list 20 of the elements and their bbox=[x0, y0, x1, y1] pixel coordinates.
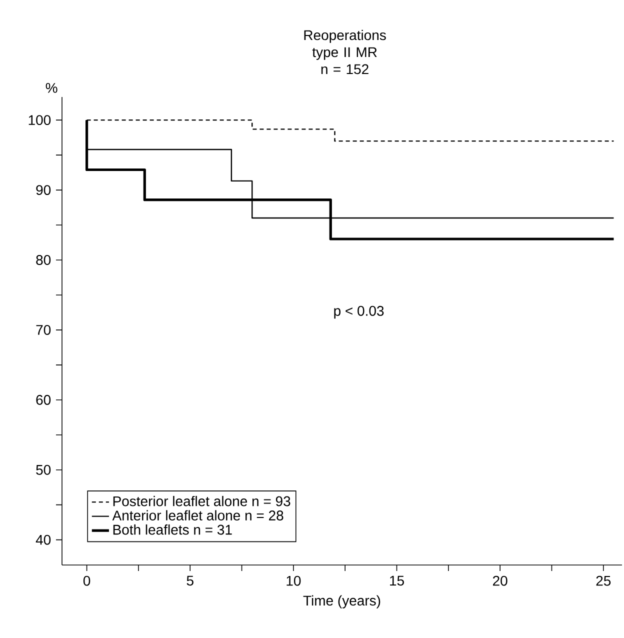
x-tick-label: 5 bbox=[186, 576, 194, 586]
x-tick-label: 25 bbox=[596, 576, 611, 586]
y-tick-label: 60 bbox=[36, 394, 51, 405]
x-tick-label: 15 bbox=[390, 576, 404, 586]
x-tick-label: 10 bbox=[286, 576, 301, 586]
y-tick-label: 50 bbox=[36, 464, 51, 475]
y-tick-label: 90 bbox=[36, 185, 51, 195]
x-tick-label: 0 bbox=[83, 576, 90, 586]
x-axis-title: Time (years) bbox=[303, 595, 380, 608]
annotation: p < 0.03 bbox=[334, 306, 384, 319]
legend-label: Both leaflets n = 31 bbox=[113, 524, 232, 535]
chart-subtitle: n = 152 bbox=[321, 64, 368, 74]
y-axis-title: % bbox=[46, 82, 58, 93]
legend-label: Posterior leaflet alone n = 93 bbox=[113, 496, 290, 506]
y-tick-label: 40 bbox=[36, 534, 51, 545]
x-tick-label: 20 bbox=[492, 576, 508, 586]
y-tick-label: 70 bbox=[36, 324, 51, 335]
y-tick-label: 80 bbox=[36, 255, 51, 265]
legend-label: Anterior leaflet alone n = 28 bbox=[112, 510, 284, 520]
y-tick-label: 100 bbox=[28, 115, 51, 126]
